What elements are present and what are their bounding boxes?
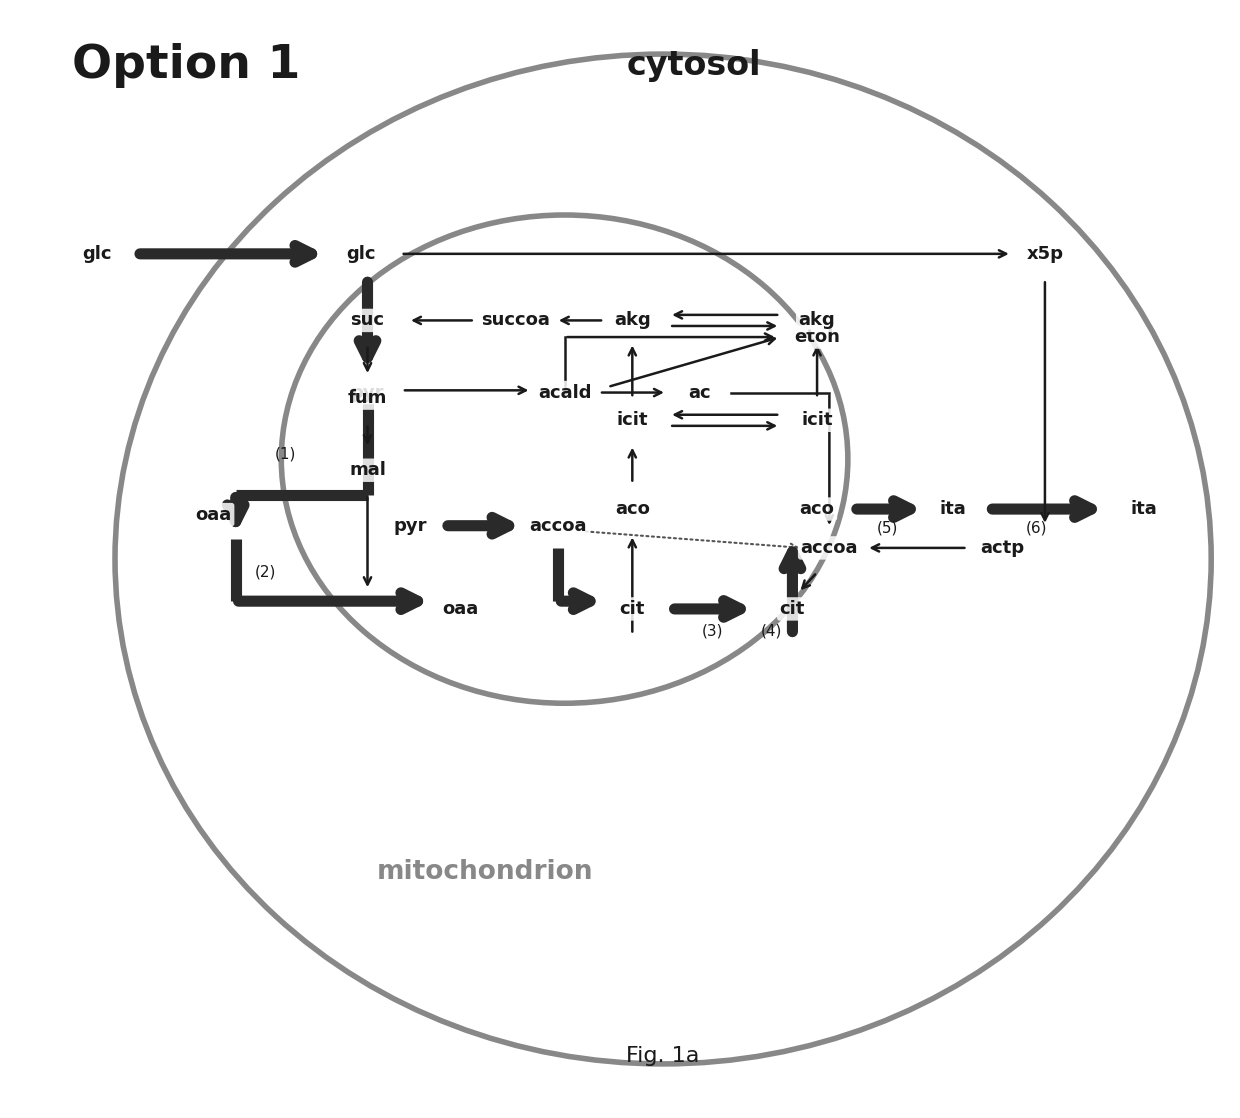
Text: Option 1: Option 1 bbox=[72, 42, 300, 88]
Text: acald: acald bbox=[538, 383, 591, 401]
Text: akg: akg bbox=[614, 312, 651, 330]
Text: Fig. 1a: Fig. 1a bbox=[626, 1046, 699, 1067]
Text: pyr: pyr bbox=[351, 383, 384, 401]
Text: pyr: pyr bbox=[394, 517, 428, 534]
Text: oaa: oaa bbox=[196, 505, 232, 523]
Text: accoa: accoa bbox=[529, 517, 588, 534]
Text: (1): (1) bbox=[274, 446, 295, 461]
Text: actp: actp bbox=[980, 539, 1024, 557]
Text: aco: aco bbox=[800, 500, 835, 518]
Text: icit: icit bbox=[801, 411, 833, 429]
Text: (3): (3) bbox=[702, 624, 723, 638]
Text: mitochondrion: mitochondrion bbox=[376, 859, 593, 885]
Text: cit: cit bbox=[780, 600, 805, 618]
Text: ita: ita bbox=[1130, 500, 1157, 518]
Text: x5p: x5p bbox=[1027, 245, 1064, 263]
Text: glc: glc bbox=[82, 245, 112, 263]
Text: (5): (5) bbox=[877, 521, 898, 536]
Text: (2): (2) bbox=[254, 565, 277, 580]
Text: ac: ac bbox=[688, 383, 712, 401]
Text: akg: akg bbox=[799, 312, 836, 330]
Text: (6): (6) bbox=[1025, 521, 1047, 536]
Text: succoa: succoa bbox=[481, 312, 549, 330]
Text: suc: suc bbox=[351, 312, 384, 330]
Text: fum: fum bbox=[348, 389, 387, 407]
Text: aco: aco bbox=[615, 500, 650, 518]
Text: glc: glc bbox=[347, 245, 376, 263]
Text: oaa: oaa bbox=[441, 600, 477, 618]
Text: icit: icit bbox=[616, 411, 649, 429]
Text: etoh: etoh bbox=[794, 328, 839, 347]
Text: cit: cit bbox=[620, 600, 645, 618]
Text: cytosol: cytosol bbox=[626, 48, 761, 82]
Text: accoa: accoa bbox=[801, 539, 858, 557]
Text: (4): (4) bbox=[761, 624, 782, 638]
Text: mal: mal bbox=[350, 462, 386, 480]
Text: ita: ita bbox=[939, 500, 966, 518]
